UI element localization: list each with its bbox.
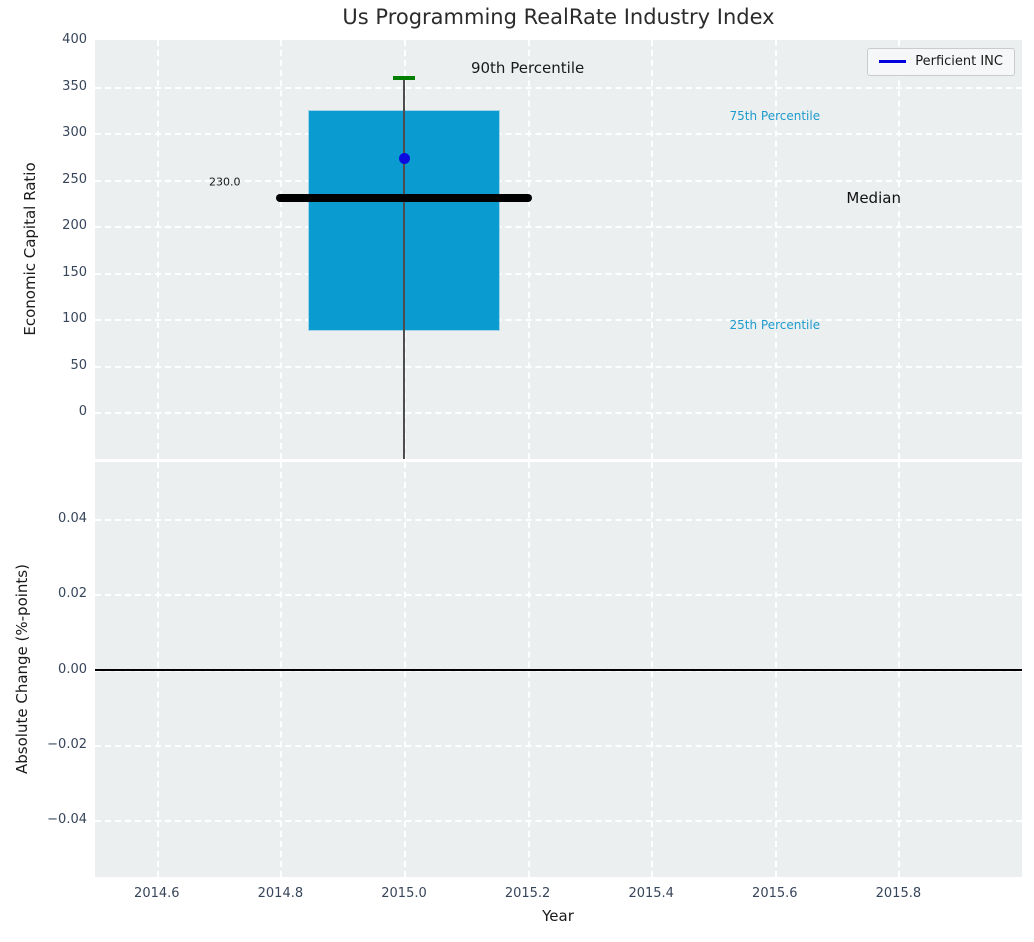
zero-change-line (95, 668, 1022, 671)
top-y-tick-label: 250 (62, 171, 87, 187)
whisker-line (403, 78, 405, 459)
gridline-vertical (156, 40, 159, 459)
bottom-y-tick-label: 0.04 (58, 510, 87, 526)
bottom-y-tick-label: 0.02 (58, 586, 87, 602)
gridline-vertical (774, 40, 777, 459)
top-y-tick-label: 200 (62, 218, 87, 234)
gridline-horizontal (95, 365, 1022, 368)
gridline-horizontal (95, 744, 1022, 747)
legend: Perficient INC (867, 48, 1015, 76)
gridline-vertical (651, 40, 654, 459)
median-line (276, 194, 532, 203)
annotation-75th-percentile: 75th Percentile (729, 109, 821, 124)
gridline-vertical (898, 40, 901, 459)
top-y-tick-label: 400 (62, 32, 87, 47)
top-y-tick-label: 350 (62, 78, 87, 94)
gridline-vertical (280, 40, 283, 459)
x-axis-label: Year (542, 907, 574, 925)
gridline-horizontal (95, 226, 1022, 229)
top-y-tick-label: 300 (62, 125, 87, 141)
gridline-horizontal (95, 133, 1022, 136)
legend-line-sample-icon (879, 60, 907, 63)
annotation-90th-percentile: 90th Percentile (470, 58, 585, 77)
x-tick-label: 2015.8 (875, 886, 922, 901)
bottom-y-tick-label: −0.04 (47, 812, 87, 828)
gridline-horizontal (95, 518, 1022, 521)
gridline-horizontal (95, 412, 1022, 415)
legend-entry-label: Perficient INC (915, 54, 1003, 69)
x-tick-label: 2014.8 (257, 886, 304, 901)
x-tick-label: 2015.2 (504, 886, 551, 901)
x-tick-label: 2015.6 (752, 886, 798, 901)
gridline-horizontal (95, 594, 1022, 597)
annotation-25th-percentile: 25th Percentile (729, 317, 821, 332)
top-y-tick-label: 0 (78, 404, 87, 420)
x-tick-label: 2014.6 (134, 886, 180, 901)
bottom-y-axis-label: Absolute Change (%-points) (13, 564, 31, 774)
gridline-horizontal (95, 820, 1022, 823)
bottom-subplot-axes (95, 462, 1022, 877)
annotation-median: Median (846, 189, 901, 208)
annotation-230-0: 230.0 (209, 175, 241, 189)
top-subplot-axes: 90th Percentile 230.0 75th Percentile Media… (95, 40, 1022, 459)
top-y-tick-label: 150 (62, 264, 87, 280)
top-y-tick-label: 50 (70, 357, 87, 373)
chart-title: Us Programming RealRate Industry Index (342, 5, 775, 29)
gridline-vertical (527, 40, 530, 459)
gridline-horizontal (95, 669, 1022, 672)
gridline-horizontal (95, 272, 1022, 275)
x-tick-label: 2015.4 (628, 886, 674, 901)
gridline-horizontal (95, 179, 1022, 182)
gridline-horizontal (95, 319, 1022, 322)
bottom-y-tick-label: 0.00 (58, 661, 87, 677)
90th-percentile-cap (392, 76, 416, 81)
company-data-point (398, 152, 410, 164)
top-y-tick-label: 100 (62, 311, 87, 327)
bottom-y-tick-label: −0.02 (47, 736, 87, 752)
gridline-horizontal (95, 86, 1022, 89)
top-y-axis-label: Economic Capital Ratio (21, 162, 39, 336)
x-tick-label: 2015.0 (381, 886, 427, 901)
